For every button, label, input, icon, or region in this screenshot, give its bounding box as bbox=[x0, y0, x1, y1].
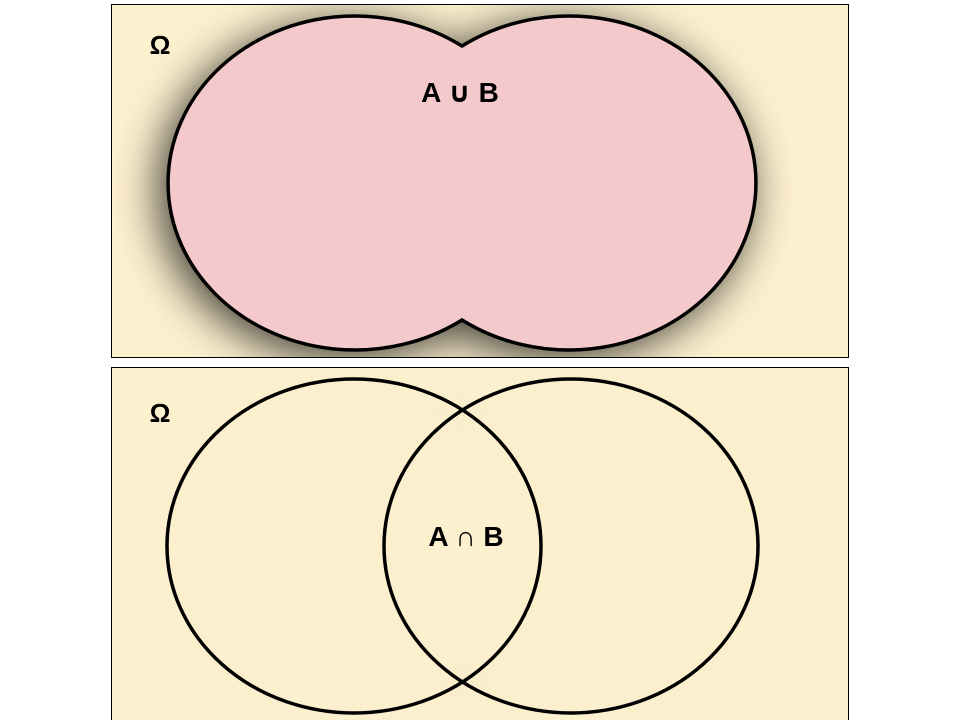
union-region bbox=[168, 16, 756, 350]
intersection-panel: Ω A ∩ B bbox=[112, 368, 849, 720]
intersection-label: A ∩ B bbox=[428, 521, 503, 552]
universe-label: Ω bbox=[150, 30, 171, 60]
universe-label: Ω bbox=[150, 398, 171, 428]
union-label: A ∪ B bbox=[421, 77, 499, 108]
union-panel: Ω A ∪ B bbox=[112, 5, 849, 358]
